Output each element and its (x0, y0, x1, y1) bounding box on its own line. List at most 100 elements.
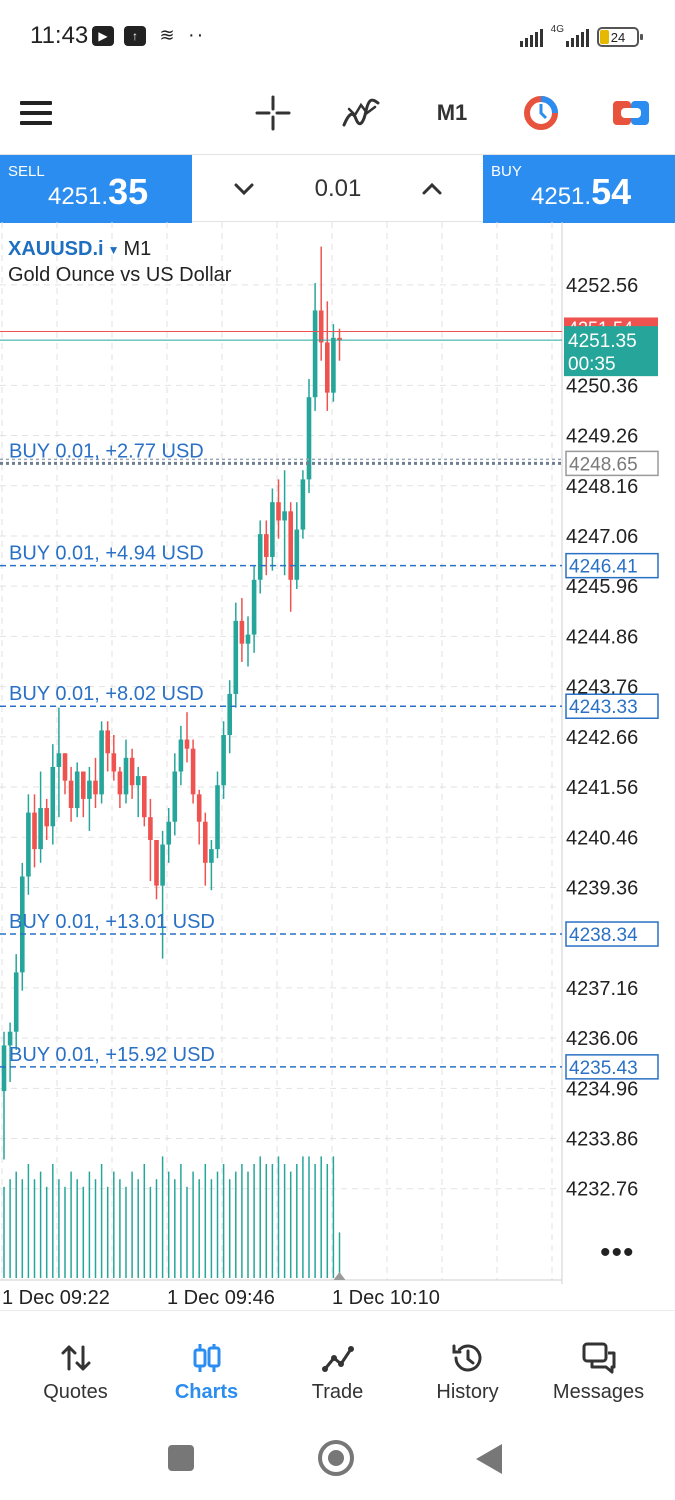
nav-trade[interactable]: Trade (270, 1311, 405, 1421)
status-notification-icons: ▶ ↑ ≋ ·· (92, 24, 205, 47)
symbol-description: Gold Ounce vs US Dollar (8, 264, 232, 286)
candle-body (276, 502, 281, 521)
candle-body (38, 808, 43, 850)
candle-body (56, 753, 62, 767)
chart-canvas[interactable]: 4252.56 4250.36 4249.26 4248.16 4247.06 4245.… (0, 222, 675, 1310)
price-tick-label: 4233.86 (566, 1129, 638, 1151)
price-tick-label: 4243.76 (566, 677, 638, 699)
candle-body (245, 634, 251, 644)
candle-body (50, 766, 56, 827)
candle-body (142, 776, 147, 818)
candle-body (154, 839, 159, 886)
order-label: BUY 0.01, +15.92 USD (9, 1044, 215, 1066)
candle-body (32, 812, 37, 850)
upload-icon: ↑ (124, 25, 146, 46)
sell-button[interactable]: SELL 4251.35 (0, 155, 192, 223)
candle-body (166, 821, 171, 845)
nav-label: Trade (311, 1381, 364, 1403)
network-type: 4G (550, 24, 564, 35)
chevron-down-icon (234, 183, 254, 196)
indicators-icon[interactable] (336, 72, 386, 154)
symbol-name[interactable]: XAUUSD.i (8, 238, 104, 260)
candle-body (257, 534, 263, 580)
bottom-navigation: Quotes Charts Trade History Messages (0, 1310, 675, 1420)
candle-body (129, 757, 135, 786)
candle-body (306, 397, 312, 480)
crosshair-icon[interactable] (248, 72, 298, 154)
price-tick-label: 4247.06 (566, 526, 638, 548)
nav-label: Quotes (43, 1381, 108, 1403)
candle-body (233, 620, 239, 694)
wifi-signal-icon (519, 27, 543, 47)
nav-label: Messages (552, 1381, 645, 1403)
order-price-label: 4243.33 (569, 697, 638, 718)
volume-decrease-button[interactable] (222, 169, 266, 209)
order-price-label: 4248.65 (569, 454, 638, 475)
nav-label: History (436, 1381, 499, 1403)
home-icon[interactable] (318, 1440, 354, 1476)
price-tick-label: 4236.06 (566, 1028, 638, 1050)
candle-body (325, 342, 330, 393)
battery-icon: 24 (597, 27, 643, 47)
volume-increase-button[interactable] (410, 169, 454, 209)
candle-body (135, 776, 141, 786)
candle-body (172, 771, 178, 822)
trade-color-icon[interactable] (514, 72, 568, 154)
nav-history[interactable]: History (400, 1311, 535, 1421)
battery-fill (600, 30, 610, 44)
order-label: BUY 0.01, +2.77 USD (9, 440, 204, 462)
order-price-label: 4235.43 (569, 1058, 638, 1079)
order-price-box (565, 1054, 659, 1080)
candle-body (209, 849, 214, 863)
price-tick-label: 4232.76 (566, 1179, 638, 1201)
candle-body (26, 812, 31, 877)
timeframe-button[interactable]: M1 (436, 100, 468, 125)
one-click-trading-icon[interactable] (604, 72, 658, 154)
nav-charts[interactable]: Charts (139, 1311, 274, 1421)
candle-body (93, 780, 98, 795)
price-tick-label: 4234.96 (566, 1078, 638, 1100)
buy-button[interactable]: BUY 4251.54 (483, 155, 675, 223)
candle-body (68, 780, 74, 809)
price-tick-label: 4250.36 (566, 375, 638, 397)
candle-body (215, 785, 220, 850)
volume-input[interactable]: 0.01 (314, 175, 362, 202)
candle-body (184, 739, 190, 749)
system-navigation-bar (0, 1420, 675, 1500)
time-tick-label: 1 Dec 09:22 (2, 1287, 110, 1309)
one-click-trading-panel: SELL 4251.35 0.01 BUY 4251.54 (0, 154, 675, 223)
price-tick-label: 4249.26 (566, 426, 638, 448)
candle-body (62, 753, 68, 781)
candle-body (148, 817, 153, 840)
caret-down-icon[interactable]: ▼ (107, 242, 120, 257)
nav-messages[interactable]: Messages (531, 1311, 666, 1421)
messages-icon (582, 1342, 615, 1374)
nav-label: Charts (174, 1381, 239, 1403)
price-chart[interactable]: 4252.56 4250.36 4249.26 4248.16 4247.06 4245.… (0, 222, 675, 1310)
candle-body (288, 511, 293, 580)
menu-icon[interactable] (14, 72, 58, 154)
more-notifications-icon: ·· (188, 24, 206, 46)
candle-body (123, 757, 129, 795)
price-tick-label: 4252.56 (566, 275, 638, 297)
candle-body (227, 693, 232, 735)
nav-quotes[interactable]: Quotes (8, 1311, 143, 1421)
price-tick-label: 4242.66 (566, 727, 638, 749)
recent-apps-icon[interactable] (168, 1445, 194, 1471)
order-label: BUY 0.01, +4.94 USD (9, 543, 204, 565)
candle-body (44, 808, 49, 827)
order-price-box (565, 552, 659, 579)
symbol-header: XAUUSD.i ▼ M1 (8, 238, 151, 261)
time-tick-label: 1 Dec 09:46 (167, 1287, 275, 1309)
buy-price: 4251.54 (531, 171, 632, 212)
chart-toolbar: M1 (0, 72, 675, 154)
candle-body (312, 310, 318, 398)
price-tick-label: 4239.36 (566, 877, 638, 899)
more-options-icon[interactable]: ••• (600, 1236, 635, 1269)
candle-body (318, 310, 324, 343)
candles-icon (193, 1344, 220, 1372)
price-tick-label: 4244.86 (566, 626, 638, 648)
back-icon[interactable] (476, 1444, 502, 1474)
order-label: BUY 0.01, +8.02 USD (9, 683, 204, 705)
history-clock-icon (452, 1344, 481, 1372)
